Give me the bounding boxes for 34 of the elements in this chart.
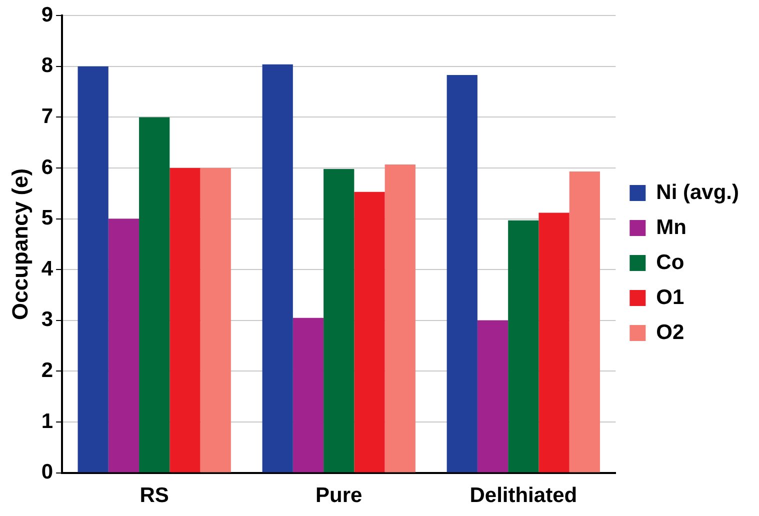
bar bbox=[200, 168, 231, 472]
bar bbox=[508, 220, 539, 472]
legend-label: Ni (avg.) bbox=[656, 180, 739, 204]
y-tick-label: 2 bbox=[41, 358, 54, 382]
y-tick-label: 3 bbox=[41, 308, 54, 332]
bar bbox=[324, 169, 354, 472]
legend-label: O2 bbox=[656, 320, 684, 344]
bar bbox=[262, 64, 293, 472]
bar bbox=[384, 164, 416, 472]
x-tick-label: RS bbox=[140, 484, 169, 508]
y-tick-label: 4 bbox=[41, 257, 54, 280]
bar bbox=[139, 117, 170, 472]
bar bbox=[477, 320, 508, 472]
x-tick-label: Delithiated bbox=[470, 484, 578, 508]
y-tick-label: 7 bbox=[41, 104, 54, 128]
y-tick-label: 9 bbox=[41, 3, 54, 26]
y-tick-label: 5 bbox=[41, 206, 54, 230]
y-axis-title: Occupancy (e) bbox=[7, 168, 32, 320]
x-tick-label: Pure bbox=[316, 484, 362, 508]
bar bbox=[292, 318, 324, 472]
legend-label: Mn bbox=[656, 216, 686, 239]
y-tick-label: 6 bbox=[41, 156, 54, 179]
bar bbox=[354, 192, 385, 472]
legend-label: Co bbox=[656, 250, 684, 274]
legend-label: O1 bbox=[656, 286, 684, 309]
bar bbox=[446, 75, 478, 472]
y-tick-label: 0 bbox=[41, 460, 54, 484]
bar bbox=[108, 218, 140, 472]
bar bbox=[569, 172, 600, 472]
y-tick-label: 8 bbox=[41, 54, 54, 78]
y-tick-label: 1 bbox=[41, 410, 54, 433]
bar bbox=[170, 168, 200, 472]
bar bbox=[538, 212, 570, 472]
bar bbox=[78, 66, 108, 472]
